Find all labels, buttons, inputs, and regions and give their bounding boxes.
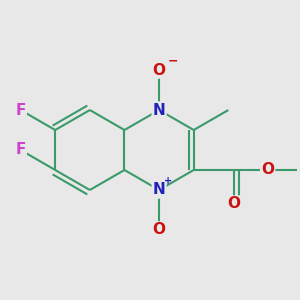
Text: N: N bbox=[153, 182, 166, 197]
Text: O: O bbox=[227, 196, 240, 211]
Text: O: O bbox=[261, 163, 274, 178]
Text: O: O bbox=[153, 223, 166, 238]
Text: F: F bbox=[15, 142, 26, 158]
Text: N: N bbox=[153, 103, 166, 118]
Text: −: − bbox=[168, 55, 178, 68]
Text: O: O bbox=[153, 62, 166, 77]
Text: +: + bbox=[164, 176, 172, 186]
Text: F: F bbox=[15, 103, 26, 118]
